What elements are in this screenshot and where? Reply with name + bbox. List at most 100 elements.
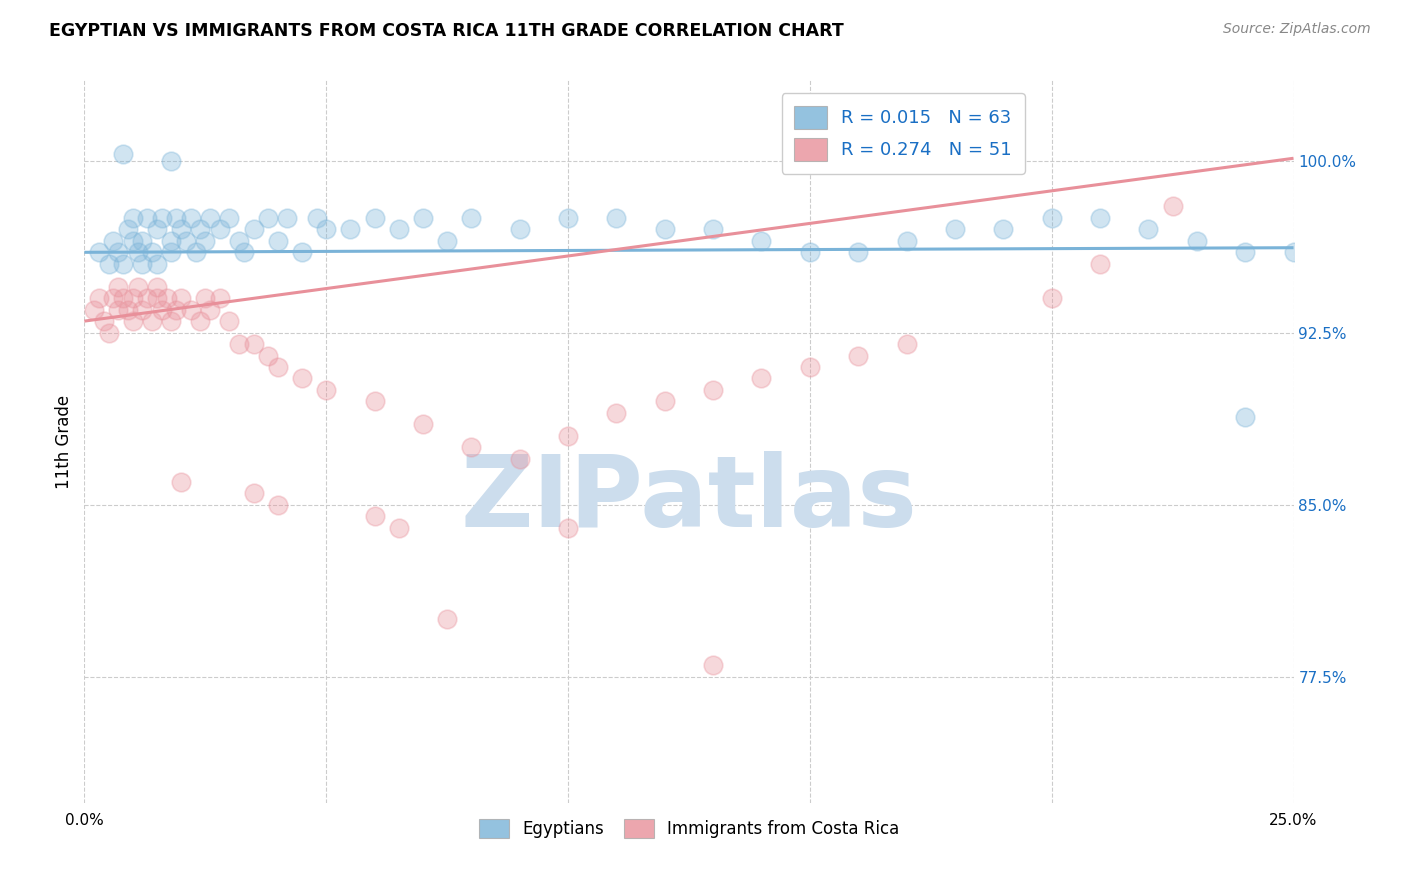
Point: [993, 222, 1015, 236]
Point: [315, 383, 337, 397]
Point: [218, 211, 240, 225]
Point: [141, 314, 163, 328]
Point: [557, 520, 579, 534]
Point: [605, 406, 627, 420]
Point: [233, 245, 256, 260]
Point: [103, 234, 125, 248]
Point: [160, 153, 183, 168]
Point: [799, 245, 821, 260]
Point: [170, 291, 193, 305]
Legend: Egyptians, Immigrants from Costa Rica: Egyptians, Immigrants from Costa Rica: [472, 813, 905, 845]
Point: [257, 349, 280, 363]
Point: [388, 222, 411, 236]
Point: [702, 222, 724, 236]
Point: [1234, 245, 1257, 260]
Point: [1282, 245, 1305, 260]
Point: [1088, 257, 1111, 271]
Point: [160, 245, 183, 260]
Point: [112, 146, 135, 161]
Point: [1088, 211, 1111, 225]
Point: [436, 234, 458, 248]
Point: [112, 291, 135, 305]
Point: [107, 302, 129, 317]
Point: [267, 234, 290, 248]
Point: [896, 234, 918, 248]
Point: [87, 291, 110, 305]
Point: [896, 337, 918, 351]
Point: [218, 314, 240, 328]
Point: [557, 429, 579, 443]
Point: [1161, 199, 1184, 213]
Point: [127, 245, 149, 260]
Point: [180, 211, 202, 225]
Point: [388, 520, 411, 534]
Point: [846, 245, 869, 260]
Point: [291, 371, 314, 385]
Point: [131, 234, 153, 248]
Point: [460, 211, 482, 225]
Point: [97, 257, 120, 271]
Point: [267, 359, 290, 374]
Point: [136, 291, 159, 305]
Point: [943, 222, 966, 236]
Point: [146, 257, 169, 271]
Point: [228, 337, 250, 351]
Y-axis label: 11th Grade: 11th Grade: [55, 394, 73, 489]
Point: [702, 383, 724, 397]
Point: [751, 371, 773, 385]
Point: [242, 222, 264, 236]
Point: [165, 302, 187, 317]
Point: [412, 417, 434, 432]
Point: [1234, 410, 1257, 425]
Point: [184, 245, 207, 260]
Point: [121, 291, 143, 305]
Point: [170, 222, 193, 236]
Point: [87, 245, 110, 260]
Point: [190, 314, 212, 328]
Point: [194, 234, 217, 248]
Point: [242, 486, 264, 500]
Text: EGYPTIAN VS IMMIGRANTS FROM COSTA RICA 11TH GRADE CORRELATION CHART: EGYPTIAN VS IMMIGRANTS FROM COSTA RICA 1…: [49, 22, 844, 40]
Point: [180, 302, 202, 317]
Point: [509, 451, 531, 466]
Point: [97, 326, 120, 340]
Point: [131, 257, 153, 271]
Point: [1137, 222, 1160, 236]
Point: [242, 337, 264, 351]
Point: [131, 302, 153, 317]
Point: [107, 245, 129, 260]
Point: [702, 658, 724, 673]
Point: [436, 612, 458, 626]
Point: [363, 211, 385, 225]
Point: [208, 291, 231, 305]
Point: [146, 291, 169, 305]
Point: [305, 211, 328, 225]
Point: [170, 475, 193, 489]
Point: [190, 222, 212, 236]
Point: [267, 498, 290, 512]
Point: [1040, 291, 1063, 305]
Text: ZIPatlas: ZIPatlas: [461, 450, 917, 548]
Point: [846, 349, 869, 363]
Point: [198, 302, 221, 317]
Point: [751, 234, 773, 248]
Point: [363, 394, 385, 409]
Point: [1040, 211, 1063, 225]
Point: [146, 279, 169, 293]
Point: [605, 211, 627, 225]
Point: [799, 359, 821, 374]
Point: [93, 314, 115, 328]
Point: [121, 314, 143, 328]
Point: [107, 279, 129, 293]
Point: [160, 314, 183, 328]
Point: [198, 211, 221, 225]
Point: [165, 211, 187, 225]
Point: [150, 302, 173, 317]
Point: [141, 245, 163, 260]
Point: [160, 234, 183, 248]
Point: [291, 245, 314, 260]
Point: [194, 291, 217, 305]
Point: [83, 302, 105, 317]
Point: [174, 234, 197, 248]
Point: [339, 222, 361, 236]
